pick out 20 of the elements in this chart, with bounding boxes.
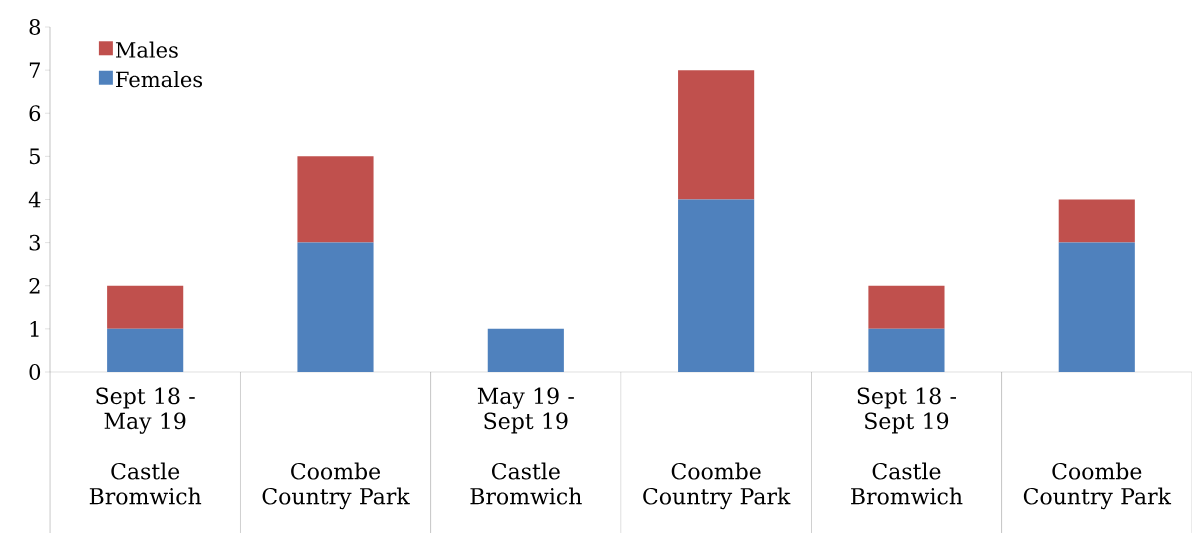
y-tick-label: 1 [30,321,39,337]
y-tick-label: 4 [28,191,41,208]
y-tick-label: 0 [29,364,41,380]
legend-label: Males [115,41,178,58]
text: Sept 18 - Sept 19 [857,387,957,434]
x-tick-label: Coombe Country Park [1023,462,1172,510]
x-tick-label: Coombe Country Park [262,462,410,510]
x-tick-label: Castle Bromwich [89,462,202,505]
y-tick-label: 3 [29,234,40,251]
y-tick-label: 8 [29,19,41,35]
text: Sept 18 - May 19 [96,387,195,434]
x-tick-label: Coombe Country Park [643,462,791,510]
x-tick-label: Castle Bromwich [470,462,582,505]
y-tick-label: 5 [29,148,40,165]
y-tick-label: 6 [29,105,41,122]
y-tick-label: 7 [29,62,40,78]
text: May 19 - Sept 19 [477,387,574,434]
y-tick-label: 2 [29,277,40,294]
x-tick-label: Castle Bromwich [851,462,963,505]
legend-label: Females [116,71,203,88]
